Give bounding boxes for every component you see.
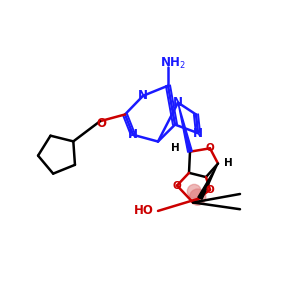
Text: NH$_2$: NH$_2$ xyxy=(160,56,185,71)
Polygon shape xyxy=(198,164,218,199)
Text: H: H xyxy=(224,158,232,168)
Polygon shape xyxy=(178,103,192,152)
Text: O: O xyxy=(206,185,214,195)
Text: O: O xyxy=(206,143,214,153)
Text: O: O xyxy=(96,117,106,130)
Circle shape xyxy=(190,189,206,205)
Text: N: N xyxy=(193,127,203,140)
Text: N: N xyxy=(173,96,183,109)
Text: N: N xyxy=(138,89,148,102)
Text: H: H xyxy=(171,143,179,153)
Circle shape xyxy=(187,184,201,198)
Text: HO: HO xyxy=(134,204,153,218)
Text: O: O xyxy=(172,181,182,190)
Text: N: N xyxy=(128,128,138,141)
